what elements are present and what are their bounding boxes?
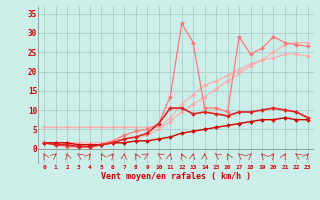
X-axis label: Vent moyen/en rafales ( km/h ): Vent moyen/en rafales ( km/h ) — [101, 172, 251, 181]
